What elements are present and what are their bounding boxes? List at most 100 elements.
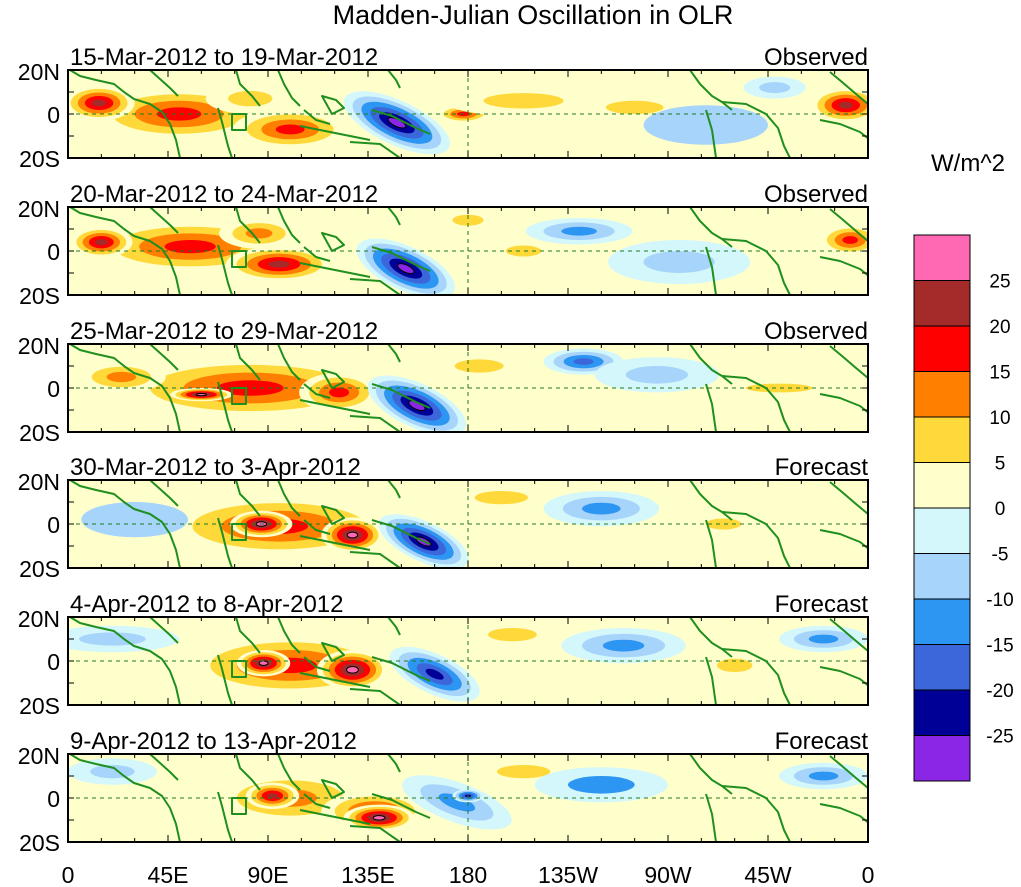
anomaly-blob-4: [299, 372, 380, 413]
contour-level: [81, 501, 188, 538]
anomaly-blob-6: [430, 352, 528, 380]
colorbar-tick-label: 0: [995, 499, 1006, 520]
contour-level: [267, 793, 278, 799]
anomaly-blob-9: [643, 105, 768, 145]
contour-level: [602, 639, 645, 652]
anomaly-blob-7: [688, 513, 760, 535]
anomaly-blob-9: [68, 758, 157, 785]
anomaly-blob-7: [525, 218, 633, 245]
y-tick-label: 0: [47, 239, 60, 265]
colorbar-tick-label: -5: [992, 545, 1009, 566]
y-tick-label: 20S: [19, 693, 60, 719]
contour-level: [474, 491, 528, 505]
olr-field: [68, 70, 868, 158]
colorbar-swatch: [913, 735, 971, 782]
y-tick-label: 0: [47, 102, 60, 128]
y-tick-label: 20N: [18, 469, 60, 495]
x-tick-label: 45E: [148, 862, 189, 887]
contour-level: [573, 358, 594, 365]
colorbar-tick-label: -15: [986, 636, 1013, 657]
anomaly-blob-2: [68, 85, 135, 121]
anomaly-blob-8: [594, 357, 720, 393]
anomaly-blob-2: [236, 650, 291, 677]
olr-field: [68, 207, 868, 295]
contour-level: [643, 251, 715, 273]
colorbar-swatch: [913, 553, 971, 600]
x-tick-label: 180: [449, 862, 487, 887]
y-tick-label: 20S: [19, 830, 60, 856]
x-axis: 0 45E 90E 135E 180 135W 90W 45W 0: [62, 862, 875, 887]
contour-level: [228, 90, 273, 107]
panel-type: Observed: [764, 181, 868, 208]
contour-level: [483, 93, 564, 109]
contour-level: [106, 371, 137, 383]
panel-date-range: 9-Apr-2012 to 13-Apr-2012: [70, 728, 357, 755]
anomaly-blob-9: [608, 240, 751, 284]
contour-level: [258, 660, 269, 666]
x-tick-label: 90W: [644, 862, 692, 887]
contour-level: [808, 771, 839, 781]
contour-level: [625, 366, 689, 384]
anomaly-blob-11: [743, 76, 806, 99]
anomaly-blob-2: [245, 782, 300, 809]
anomaly-blob-10: [810, 87, 868, 123]
anomaly-blob-8: [534, 767, 668, 803]
panel-6: 20N 0 20S 9-Apr-2012 to 13-Apr-2012 Forecast: [18, 728, 869, 856]
olr-field: [68, 480, 868, 568]
x-tick-label: 135E: [341, 862, 395, 887]
contour-level: [245, 228, 273, 239]
contour-level: [268, 260, 290, 268]
panel-2: 20N 0 20S 20-Mar-2012 to 24-Mar-2012 Observe…: [18, 181, 869, 309]
olr-field: [68, 617, 868, 705]
contour-level: [582, 502, 621, 515]
olr-field: [68, 754, 868, 842]
contour-level: [216, 380, 284, 396]
anomaly-blob-10: [819, 224, 868, 256]
anomaly-blob-5: [356, 238, 456, 295]
colorbar-swatch: [913, 462, 971, 509]
colorbar-tick-label: -20: [986, 681, 1013, 702]
anomaly-blob-2: [170, 388, 233, 402]
y-tick-label: 0: [47, 786, 60, 812]
panel-4: 20N 0 20S 30-Mar-2012 to 3-Apr-2012 Forecast: [18, 454, 869, 582]
chart-title: Madden-Julian Oscillation in OLR: [333, 0, 734, 30]
contour-level: [425, 668, 444, 680]
panel-type: Observed: [764, 318, 868, 345]
panel-date-range: 4-Apr-2012 to 8-Apr-2012: [70, 591, 344, 618]
colorbar-swatch: [913, 280, 971, 327]
contour-level: [275, 124, 305, 135]
colorbar-swatch: [913, 644, 971, 691]
y-tick-label: 20N: [18, 333, 60, 359]
y-tick-label: 0: [47, 649, 60, 675]
anomaly-blob-5: [463, 621, 562, 648]
contour-level: [397, 263, 415, 275]
contour-level: [808, 634, 839, 644]
panel-type: Observed: [764, 44, 868, 71]
colorbar-tick-label: 15: [989, 363, 1010, 384]
contour-level: [488, 628, 537, 642]
contour-level: [643, 105, 768, 145]
contour-level: [838, 101, 853, 109]
colorbar-tick-label: 25: [989, 272, 1010, 293]
anomaly-blob-5: [448, 484, 555, 511]
contour-level: [496, 765, 551, 779]
contour-level: [759, 82, 791, 94]
contour-level: [195, 393, 208, 397]
contour-level: [568, 776, 635, 794]
colorbar-tick-label: 20: [989, 317, 1010, 338]
contour-level: [372, 815, 386, 821]
contour-level: [745, 383, 813, 393]
contour-level: [842, 236, 858, 244]
anomaly-blob-4: [219, 218, 300, 249]
contour-level: [452, 214, 484, 226]
colorbar-swatch: [913, 234, 971, 281]
colorbar: W/m^2 25 20 15 10 5 0 -5 -10 -15 -20 -25: [913, 150, 1014, 782]
x-tick-label: 0: [62, 862, 75, 887]
panel-date-range: 20-Mar-2012 to 24-Mar-2012: [70, 181, 378, 208]
x-tick-label: 135W: [538, 862, 598, 887]
x-tick-label: 45W: [744, 862, 792, 887]
panel-date-range: 15-Mar-2012 to 19-Mar-2012: [70, 44, 378, 71]
y-tick-label: 20N: [18, 196, 60, 222]
anomaly-blob-3: [232, 109, 348, 150]
